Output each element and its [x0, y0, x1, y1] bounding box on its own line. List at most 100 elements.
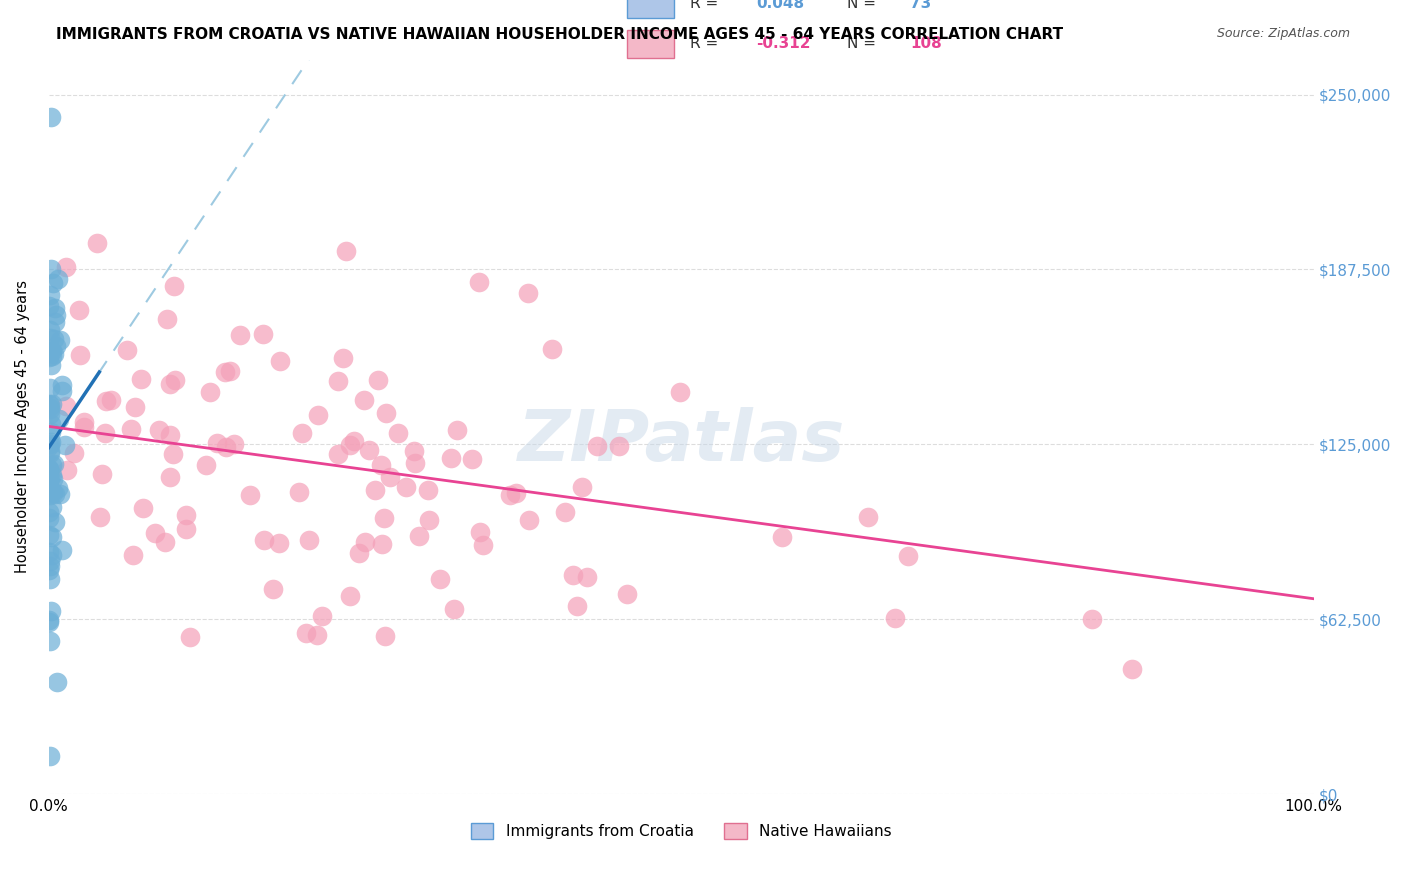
Point — [39, 437, 62, 451]
Point — [38, 634, 60, 648]
Point — [176, 508, 198, 522]
Point — [44, 347, 66, 361]
Point — [143, 526, 166, 541]
Point — [44, 315, 66, 329]
Text: R =: R = — [689, 0, 723, 12]
Point — [155, 535, 177, 549]
Point — [353, 393, 375, 408]
Point — [163, 279, 186, 293]
Point — [39, 417, 62, 431]
Point — [38, 559, 60, 574]
Point — [39, 484, 62, 499]
Point — [44, 515, 66, 529]
Point — [291, 425, 314, 440]
Point — [42, 472, 65, 486]
Point — [45, 308, 67, 322]
Point — [67, 303, 90, 318]
Point — [262, 582, 284, 596]
Point — [373, 511, 395, 525]
Point — [239, 488, 262, 502]
Text: N =: N = — [846, 37, 880, 52]
Point — [120, 422, 142, 436]
Point — [418, 483, 440, 497]
Point — [44, 301, 66, 316]
Point — [63, 446, 86, 460]
Point — [176, 522, 198, 536]
Point — [408, 529, 430, 543]
Point — [38, 401, 60, 415]
Point — [148, 423, 170, 437]
Point — [335, 244, 357, 259]
Point — [468, 275, 491, 289]
Point — [38, 467, 60, 482]
Point — [41, 458, 63, 472]
Point — [156, 312, 179, 326]
Point — [100, 392, 122, 407]
Point — [418, 513, 440, 527]
Point — [858, 510, 880, 524]
Point — [378, 470, 401, 484]
Point — [44, 457, 66, 471]
Point — [387, 426, 409, 441]
Point — [55, 463, 77, 477]
Point — [122, 549, 145, 563]
Point — [519, 513, 541, 527]
Point — [117, 343, 139, 358]
Point — [162, 447, 184, 461]
Point — [69, 349, 91, 363]
Point — [41, 530, 63, 544]
Point — [39, 323, 62, 337]
Point — [124, 400, 146, 414]
Point — [342, 434, 364, 449]
Point — [1121, 661, 1143, 675]
Point — [39, 110, 62, 124]
Point — [39, 554, 62, 568]
Point — [179, 630, 201, 644]
Point — [86, 235, 108, 250]
Point — [51, 378, 73, 392]
Point — [468, 525, 491, 540]
Point — [159, 469, 181, 483]
Point — [307, 408, 329, 422]
Point — [395, 481, 418, 495]
Point — [404, 444, 426, 458]
Point — [38, 613, 60, 627]
Point — [89, 510, 111, 524]
Point — [198, 384, 221, 399]
Point — [883, 611, 905, 625]
Point — [347, 546, 370, 560]
Point — [326, 447, 349, 461]
Point — [472, 537, 495, 551]
Point — [499, 487, 522, 501]
Point — [311, 609, 333, 624]
Text: 0.048: 0.048 — [756, 0, 804, 12]
Point — [616, 586, 638, 600]
Point — [46, 481, 69, 495]
Point — [326, 374, 349, 388]
Point — [370, 537, 392, 551]
Y-axis label: Householder Income Ages 45 - 64 years: Householder Income Ages 45 - 64 years — [15, 280, 30, 574]
Point — [339, 437, 361, 451]
Point — [1081, 612, 1104, 626]
Point — [41, 548, 63, 562]
Point — [516, 286, 538, 301]
Point — [91, 467, 114, 481]
Point — [41, 349, 63, 363]
Point — [440, 451, 463, 466]
Point — [367, 373, 389, 387]
Point — [295, 625, 318, 640]
Point — [38, 510, 60, 524]
Point — [51, 384, 73, 398]
Point — [159, 376, 181, 391]
Point — [72, 415, 94, 429]
Point — [267, 535, 290, 549]
Point — [38, 461, 60, 475]
FancyBboxPatch shape — [627, 0, 673, 18]
Point — [38, 545, 60, 559]
Point — [41, 343, 63, 358]
Point — [269, 354, 291, 368]
Point — [195, 458, 218, 472]
Point — [897, 549, 920, 563]
Text: 73: 73 — [910, 0, 931, 12]
Point — [73, 420, 96, 434]
